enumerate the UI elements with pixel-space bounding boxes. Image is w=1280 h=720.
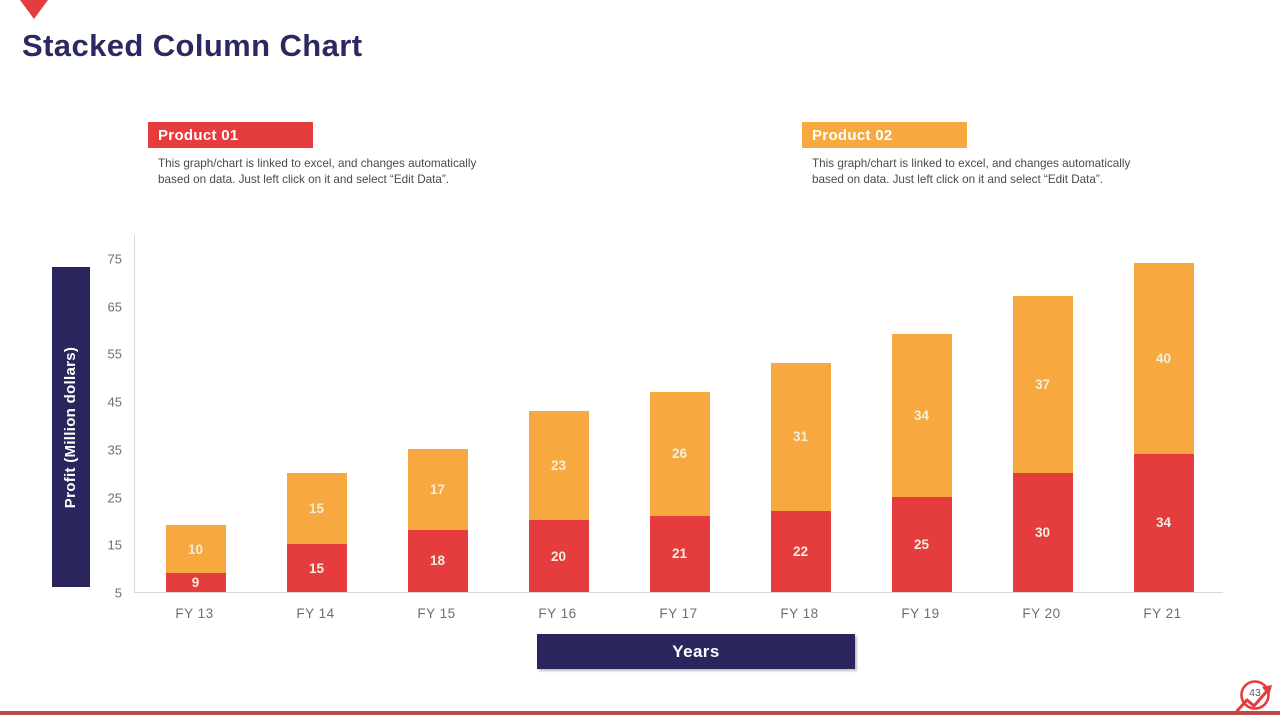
bar-fy-13[interactable]: 10 9: [165, 525, 226, 592]
bar-fy-15[interactable]: 17 18: [407, 448, 468, 592]
bar-segment-product-01[interactable]: 9: [165, 572, 226, 592]
y-tick-label: 35: [107, 442, 122, 458]
bar-value-label: 18: [429, 553, 446, 569]
bar-value-label: 9: [191, 574, 200, 590]
x-tick-label: FY 20: [1022, 606, 1061, 621]
page-title: Stacked Column Chart: [22, 28, 363, 63]
bar-segment-product-02[interactable]: 26: [649, 391, 710, 516]
bar-segment-product-01[interactable]: 15: [286, 544, 347, 592]
bar-segment-product-01[interactable]: 22: [770, 510, 831, 592]
y-tick-label: 15: [107, 537, 122, 553]
bar-value-label: 34: [1155, 515, 1172, 531]
bar-value-label: 34: [913, 407, 930, 423]
bar-segment-product-02[interactable]: 31: [770, 362, 831, 511]
bar-segment-product-01[interactable]: 34: [1133, 453, 1194, 592]
bar-fy-18[interactable]: 31 22: [770, 362, 831, 592]
x-tick-label: FY 18: [780, 606, 819, 621]
down-triangle-icon: [20, 0, 48, 19]
y-tick-label: 55: [107, 346, 122, 362]
bar-value-label: 26: [671, 446, 688, 462]
y-tick-label: 45: [107, 394, 122, 410]
bar-fy-21[interactable]: 40 34: [1133, 262, 1194, 592]
stacked-column-chart[interactable]: 10 9 15 15 17 18 23 20 26 21 31 22 34 25 37 30 40 34 5 15 2…: [0, 235, 1280, 621]
legend-label: Product 01: [158, 126, 239, 144]
bar-value-label: 17: [429, 481, 446, 497]
bar-value-label: 15: [308, 560, 325, 576]
bar-segment-product-02[interactable]: 17: [407, 448, 468, 530]
y-tick-label: 75: [107, 251, 122, 267]
bar-segment-product-01[interactable]: 21: [649, 515, 710, 592]
y-tick-label: 25: [107, 490, 122, 506]
bar-segment-product-01[interactable]: 30: [1012, 472, 1073, 592]
bar-segment-product-02[interactable]: 15: [286, 472, 347, 545]
bar-segment-product-02[interactable]: 34: [891, 334, 952, 497]
x-tick-label: FY 13: [175, 606, 214, 621]
bar-fy-19[interactable]: 34 25: [891, 334, 952, 592]
bar-segment-product-01[interactable]: 18: [407, 529, 468, 592]
bar-value-label: 30: [1034, 524, 1051, 540]
bar-fy-20[interactable]: 37 30: [1012, 296, 1073, 592]
bar-value-label: 20: [550, 548, 567, 564]
legend-product-01: Product 01 This graph/chart is linked to…: [148, 122, 538, 187]
trend-arrow-icon: [1235, 680, 1272, 713]
bar-segment-product-02[interactable]: 23: [528, 410, 589, 521]
x-tick-label: FY 14: [296, 606, 335, 621]
bar-value-label: 37: [1034, 376, 1051, 392]
x-tick-label: FY 17: [659, 606, 698, 621]
bar-value-label: 31: [792, 429, 809, 445]
bar-segment-product-01[interactable]: 25: [891, 496, 952, 592]
legend-swatch-product-02: Product 02: [802, 122, 967, 148]
bar-value-label: 25: [913, 536, 930, 552]
bar-value-label: 10: [187, 541, 204, 557]
bar-value-label: 22: [792, 543, 809, 559]
bar-value-label: 23: [550, 458, 567, 474]
bar-segment-product-02[interactable]: 40: [1133, 262, 1194, 454]
page-number: 43: [1249, 687, 1261, 699]
y-tick-label: 5: [114, 585, 122, 601]
legend-product-02: Product 02 This graph/chart is linked to…: [802, 122, 1192, 187]
bar-fy-14[interactable]: 15 15: [286, 472, 347, 592]
x-tick-label: FY 21: [1143, 606, 1182, 621]
bar-segment-product-02[interactable]: 10: [165, 525, 226, 573]
x-tick-label: FY 19: [901, 606, 940, 621]
bar-fy-17[interactable]: 26 21: [649, 391, 710, 592]
y-axis-title: Profit (Million dollars): [52, 267, 90, 587]
bar-fy-16[interactable]: 23 20: [528, 410, 589, 592]
legend-label: Product 02: [812, 126, 893, 144]
legend-description: This graph/chart is linked to excel, and…: [812, 157, 1131, 186]
bar-segment-product-01[interactable]: 20: [528, 520, 589, 592]
x-tick-label: FY 15: [417, 606, 456, 621]
y-tick-label: 65: [107, 299, 122, 315]
bar-segment-product-02[interactable]: 37: [1012, 296, 1073, 473]
x-tick-label: FY 16: [538, 606, 577, 621]
x-axis-title: Years: [537, 634, 855, 669]
chart-plot-area[interactable]: 10 9 15 15 17 18 23 20 26 21 31 22 34 25 37 30 40 34: [134, 235, 1223, 593]
bar-value-label: 15: [308, 500, 325, 516]
legend-swatch-product-01: Product 01: [148, 122, 313, 148]
bar-value-label: 21: [671, 546, 688, 562]
bar-value-label: 40: [1155, 350, 1172, 366]
legend-description: This graph/chart is linked to excel, and…: [158, 157, 477, 186]
footer-divider: [0, 711, 1280, 715]
